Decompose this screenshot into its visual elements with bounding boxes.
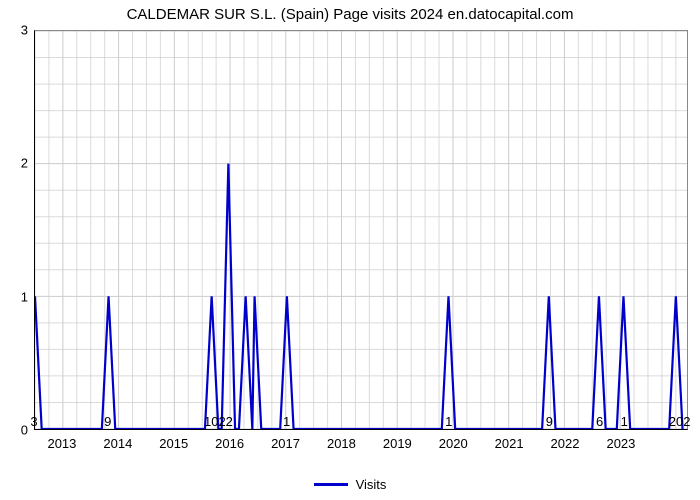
plot-area [34,30,688,430]
marker-label: 9 [546,414,553,429]
chart-svg [35,31,687,429]
x-tick-label: 2023 [606,436,635,451]
y-tick-label: 3 [0,23,28,38]
x-tick-label: 2018 [327,436,356,451]
legend-label: Visits [356,477,387,492]
y-tick-label: 1 [0,289,28,304]
marker-label: 6 [596,414,603,429]
marker-label: 1 [283,414,290,429]
y-tick-label: 0 [0,423,28,438]
marker-label: 1 [621,414,628,429]
x-tick-label: 2014 [103,436,132,451]
chart-title: CALDEMAR SUR S.L. (Spain) Page visits 20… [0,6,700,23]
legend: Visits [0,476,700,492]
x-tick-label: 2016 [215,436,244,451]
marker-label: 1022 [204,414,233,429]
x-tick-label: 2020 [439,436,468,451]
x-tick-label: 2013 [47,436,76,451]
x-tick-label: 2022 [551,436,580,451]
x-tick-label: 2019 [383,436,412,451]
marker-label: 3 [30,414,37,429]
x-tick-label: 2017 [271,436,300,451]
marker-label: 1 [445,414,452,429]
x-tick-label: 2015 [159,436,188,451]
y-tick-label: 2 [0,156,28,171]
marker-label: 9 [104,414,111,429]
marker-label: 202 [669,414,691,429]
x-tick-label: 2021 [495,436,524,451]
chart-container: CALDEMAR SUR S.L. (Spain) Page visits 20… [0,0,700,500]
legend-swatch [314,483,348,486]
